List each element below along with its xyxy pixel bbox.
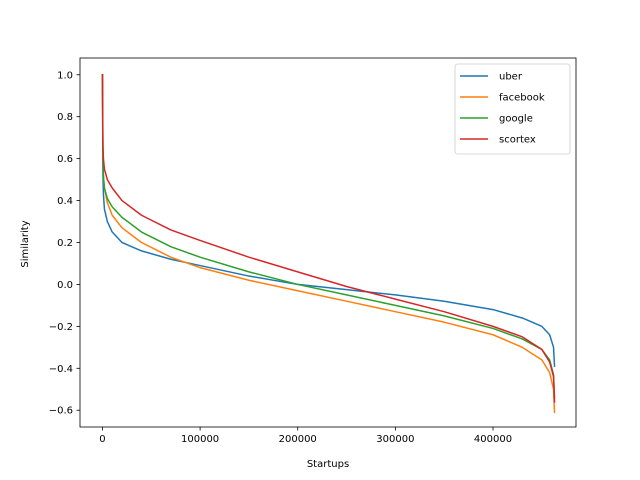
x-tick-label: 200000 <box>279 434 317 445</box>
legend-box <box>454 63 571 155</box>
y-tick-label: −0.4 <box>49 364 73 375</box>
legend-label-uber: uber <box>499 72 523 83</box>
series-line-scortex <box>101 74 556 403</box>
x-tick-label: 300000 <box>376 434 414 445</box>
y-tick-label: 0.8 <box>57 112 73 123</box>
y-tick-label: 1.0 <box>57 70 73 81</box>
legend-label-google: google <box>499 114 533 125</box>
x-tick-label: 400000 <box>474 434 512 445</box>
y-axis-label: Similarity <box>20 220 31 267</box>
plot-area <box>79 57 577 428</box>
legend-label-scortex: scortex <box>499 135 536 146</box>
legend-label-facebook: facebook <box>499 93 545 104</box>
x-tick-label: 100000 <box>181 434 219 445</box>
y-tick-label: 0.6 <box>57 154 73 165</box>
x-tick-label: 0 <box>99 434 105 445</box>
y-axis-ticks: −0.6 −0.4 −0.2 0.0 0.2 0.4 0.6 0.8 1.0 <box>49 70 80 417</box>
series-line-uber <box>101 74 556 367</box>
legend: uber facebook google scortex <box>454 63 571 155</box>
y-tick-label: 0.0 <box>57 280 73 291</box>
y-tick-label: 0.4 <box>57 196 73 207</box>
y-tick-label: 0.2 <box>57 238 73 249</box>
x-axis-ticks: 0 100000 200000 300000 400000 <box>99 427 512 445</box>
y-tick-label: −0.2 <box>49 322 73 333</box>
y-tick-label: −0.6 <box>49 406 73 417</box>
x-axis-label: Startups <box>307 459 349 470</box>
